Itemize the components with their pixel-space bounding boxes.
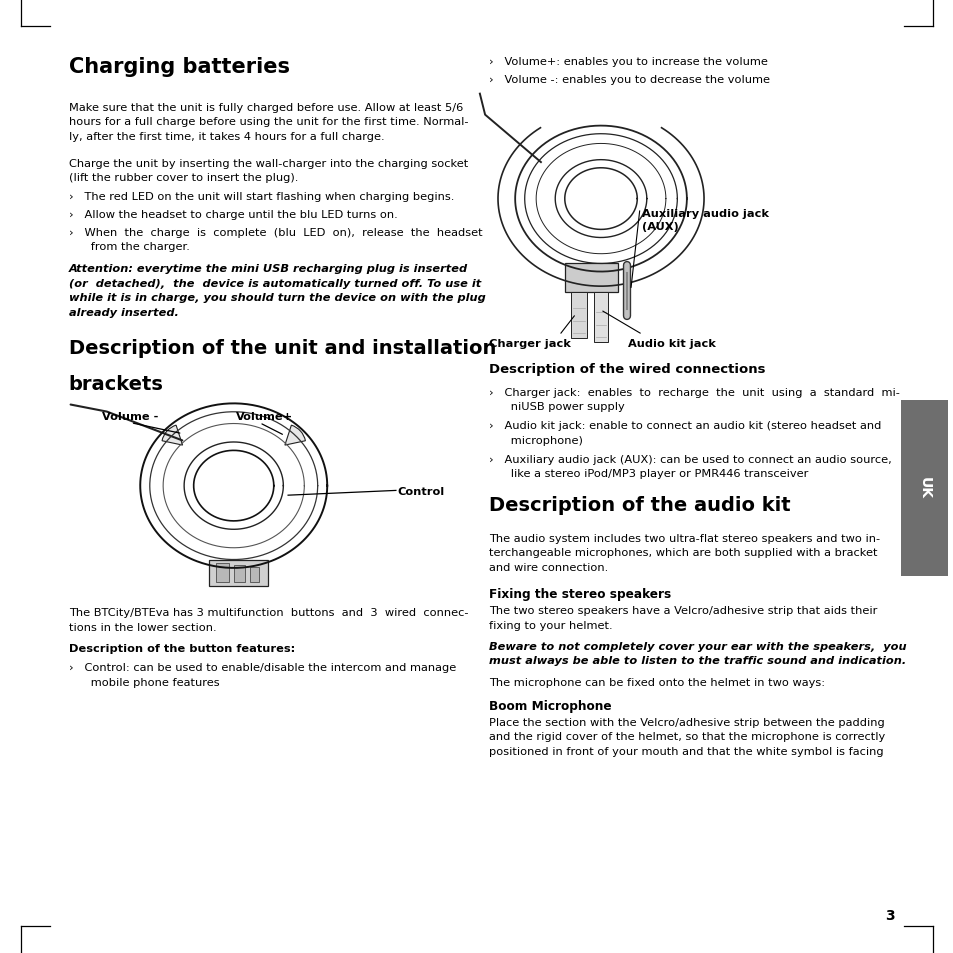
Text: Boom Microphone: Boom Microphone <box>489 700 612 712</box>
Bar <box>209 560 268 587</box>
Text: 3: 3 <box>884 907 894 922</box>
Text: Make sure that the unit is fully charged before use. Allow at least 5/6
hours fo: Make sure that the unit is fully charged… <box>69 103 468 142</box>
Text: Description of the audio kit: Description of the audio kit <box>489 496 790 515</box>
Text: Volume -: Volume - <box>102 412 158 422</box>
Text: ›   Control: can be used to enable/disable the intercom and manage
      mobile : › Control: can be used to enable/disable… <box>69 662 456 687</box>
Text: Control: Control <box>397 486 445 497</box>
Text: Beware to not completely cover your ear with the speakers,  you
must always be a: Beware to not completely cover your ear … <box>489 641 906 665</box>
Bar <box>564 264 618 293</box>
Text: Audio kit jack: Audio kit jack <box>627 338 715 349</box>
Text: Fixing the stereo speakers: Fixing the stereo speakers <box>489 587 671 600</box>
Text: ›   Volume -: enables you to decrease the volume: › Volume -: enables you to decrease the … <box>489 75 770 85</box>
Text: ›   Allow the headset to charge until the blu LED turns on.: › Allow the headset to charge until the … <box>69 210 397 220</box>
Text: ›   Volume+: enables you to increase the volume: › Volume+: enables you to increase the v… <box>489 57 767 67</box>
Bar <box>215 564 229 583</box>
Bar <box>571 293 586 338</box>
Text: Description of the wired connections: Description of the wired connections <box>489 362 765 375</box>
Text: Charging batteries: Charging batteries <box>69 57 290 77</box>
Text: Charger jack: Charger jack <box>489 338 571 349</box>
Text: UK: UK <box>917 476 930 499</box>
Bar <box>900 400 947 577</box>
Text: Auxiliary audio jack
(AUX): Auxiliary audio jack (AUX) <box>640 209 768 233</box>
Text: ›   Audio kit jack: enable to connect an audio kit (stereo headset and
      mic: › Audio kit jack: enable to connect an a… <box>489 421 881 445</box>
Text: Attention: everytime the mini USB recharging plug is inserted
(or  detached),  t: Attention: everytime the mini USB rechar… <box>69 264 485 317</box>
Bar <box>233 566 245 583</box>
Text: Charge the unit by inserting the wall-charger into the charging socket
(lift the: Charge the unit by inserting the wall-ch… <box>69 159 468 183</box>
Text: ›   Charger jack:  enables  to  recharge  the  unit  using  a  standard  mi-
   : › Charger jack: enables to recharge the … <box>489 388 900 412</box>
Text: ›   When  the  charge  is  complete  (blu  LED  on),  release  the  headset
    : › When the charge is complete (blu LED o… <box>69 228 482 252</box>
Text: ›   The red LED on the unit will start flashing when charging begins.: › The red LED on the unit will start fla… <box>69 193 454 202</box>
Text: Description of the button features:: Description of the button features: <box>69 643 294 653</box>
Text: The audio system includes two ultra-flat stereo speakers and two in-
terchangeab: The audio system includes two ultra-flat… <box>489 534 880 572</box>
Text: brackets: brackets <box>69 375 163 394</box>
Wedge shape <box>162 426 182 446</box>
Text: ›   Auxiliary audio jack (AUX): can be used to connect an audio source,
      li: › Auxiliary audio jack (AUX): can be use… <box>489 455 891 478</box>
Text: The two stereo speakers have a Velcro/adhesive strip that aids their
fixing to y: The two stereo speakers have a Velcro/ad… <box>489 605 877 630</box>
Text: Place the section with the Velcro/adhesive strip between the padding
and the rig: Place the section with the Velcro/adhesi… <box>489 717 884 756</box>
Text: The microphone can be fixed onto the helmet in two ways:: The microphone can be fixed onto the hel… <box>489 677 824 687</box>
Text: The BTCity/BTEva has 3 multifunction  buttons  and  3  wired  connec-
tions in t: The BTCity/BTEva has 3 multifunction but… <box>69 608 468 632</box>
Bar <box>250 568 259 583</box>
Wedge shape <box>285 426 305 446</box>
Text: Description of the unit and installation: Description of the unit and installation <box>69 338 496 357</box>
Bar <box>594 293 607 342</box>
Text: Volume+: Volume+ <box>235 412 293 422</box>
